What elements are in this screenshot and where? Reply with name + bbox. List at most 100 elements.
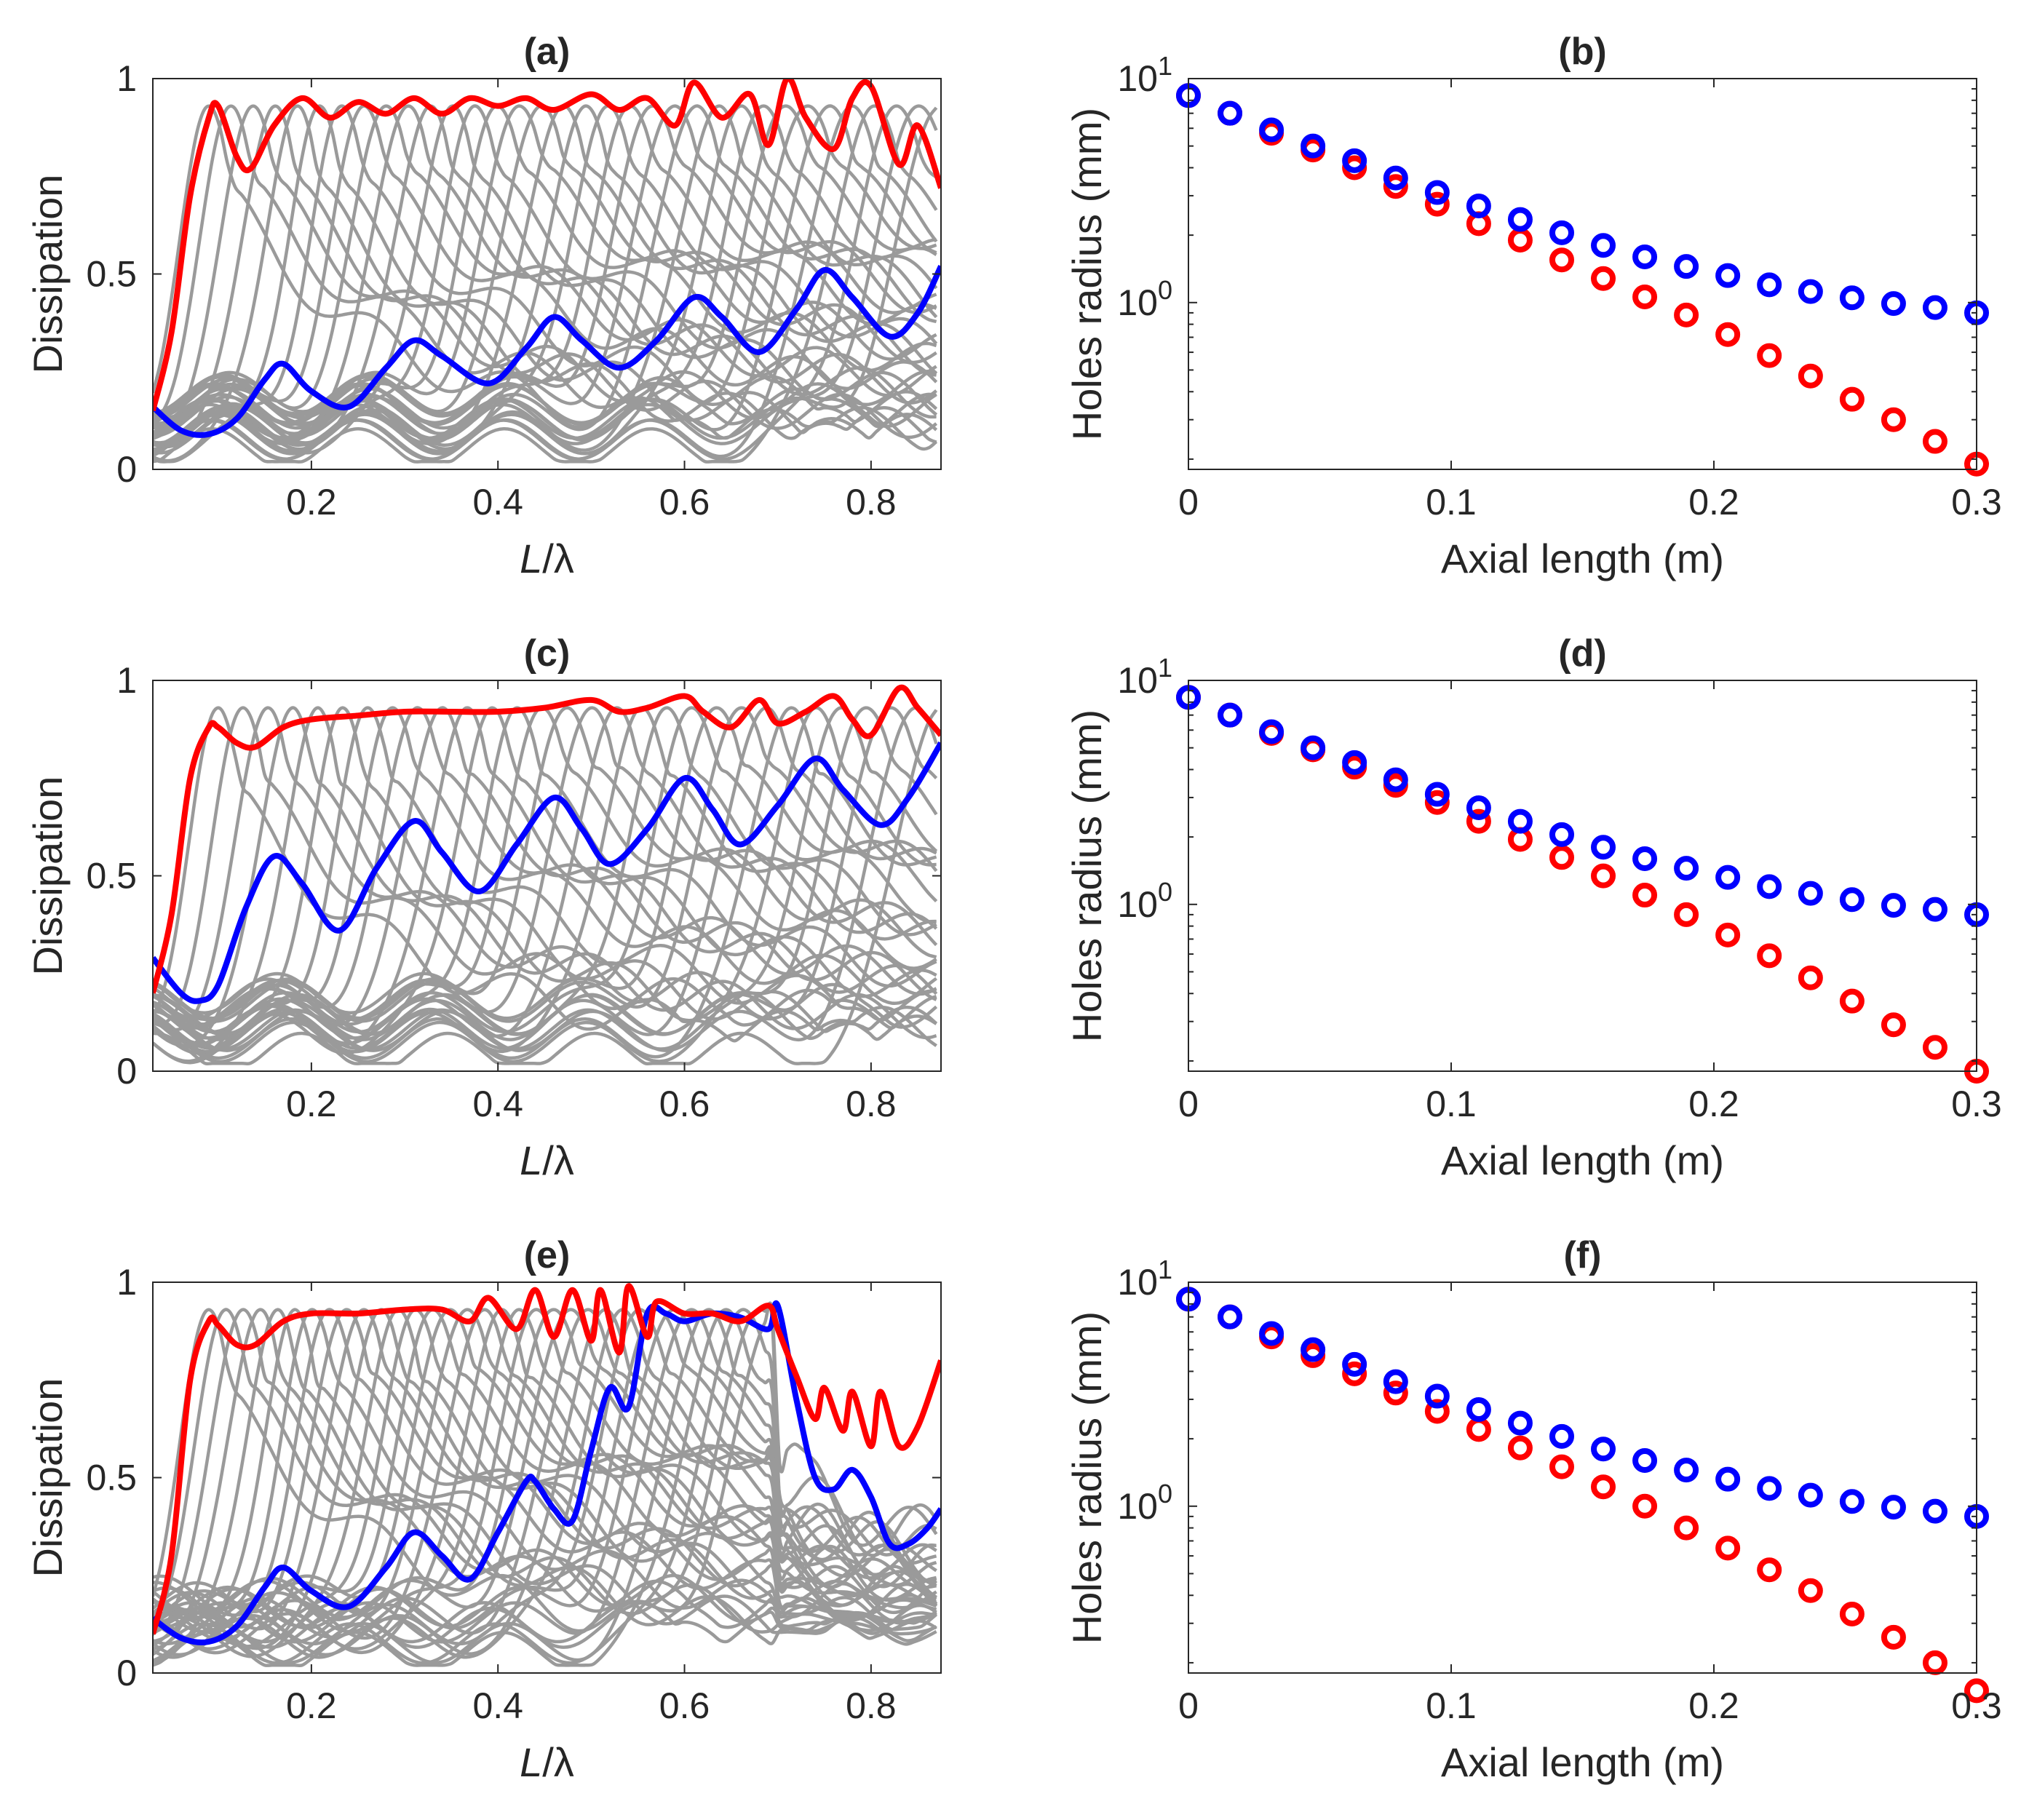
gray-curve [153, 1308, 937, 1668]
panel-e: 0.2 0.4 0.6 0.8 0 0.5 1 (e) L/λ Dissipation [25, 1234, 942, 1785]
x-axis-label: Axial length (m) [1441, 1137, 1724, 1183]
gray-curve [153, 104, 937, 425]
gray-curve [153, 706, 937, 1043]
x-tick-label: 0.8 [846, 1084, 897, 1124]
blue-point [1301, 133, 1326, 159]
y-axis-label: Dissipation [25, 175, 71, 374]
y-tick-exponent: 1 [1158, 653, 1172, 683]
red-point [1715, 322, 1741, 347]
gray-curve [153, 706, 938, 1052]
blue-point [1632, 1447, 1658, 1473]
y-tick-label: 101 [1117, 51, 1172, 99]
y-tick-exponent: 0 [1158, 877, 1172, 907]
red-point [1632, 284, 1658, 309]
x-axis-label-rest: /λ [542, 1739, 574, 1785]
blue-point [1507, 808, 1533, 834]
gray-curve [153, 706, 938, 1020]
x-tick-label: 0.2 [286, 482, 337, 522]
red-point [1466, 808, 1491, 834]
red-point [1715, 922, 1741, 947]
x-axis-label-italic: L [520, 1739, 542, 1785]
red-point [1757, 943, 1782, 969]
blue-point [1507, 207, 1533, 232]
blue-point [1798, 1482, 1823, 1508]
y-axis-label: Holes radius (mm) [1064, 1311, 1110, 1644]
red-point [1591, 1474, 1616, 1500]
blue-point [1922, 1498, 1947, 1524]
gray-curve [153, 706, 938, 1065]
red-point [1383, 174, 1408, 199]
blue-point [1632, 244, 1658, 269]
red-point [1632, 883, 1658, 908]
gray-curve [153, 706, 938, 1023]
gray-curves [153, 104, 938, 464]
y-axis-label: Dissipation [25, 776, 71, 976]
y-tick-label: 0 [116, 1653, 137, 1693]
blue-point [1674, 856, 1699, 881]
y-tick-base: 10 [1117, 884, 1158, 925]
red-point [1922, 1650, 1947, 1675]
gray-curve [153, 104, 938, 445]
x-tick-label: 0.4 [472, 1084, 523, 1124]
red-point [1591, 266, 1616, 291]
y-tick-label: 0.5 [86, 856, 137, 897]
blue-point [1424, 1383, 1450, 1409]
x-tick-label: 0.1 [1426, 1084, 1477, 1124]
gray-curve [153, 104, 938, 461]
red-point [1674, 302, 1699, 327]
y-tick-exponent: 0 [1158, 1479, 1172, 1509]
red-line [153, 1283, 941, 1635]
red-line [153, 684, 941, 994]
gray-curve [153, 104, 938, 456]
gray-curve [153, 1308, 937, 1630]
y-tick-label: 100 [1117, 877, 1172, 925]
axes-box [1188, 1281, 1977, 1674]
x-axis-label: L/λ [520, 1137, 574, 1183]
blue-point [1259, 1321, 1285, 1346]
gray-curve [153, 106, 938, 440]
blue-point [1507, 1410, 1533, 1436]
blue-point [1715, 865, 1741, 890]
gray-curve [153, 1308, 937, 1642]
blue-point [1259, 117, 1285, 143]
x-tick-label: 0 [1178, 1084, 1199, 1124]
blue-point [1424, 782, 1450, 807]
blue-point [1757, 874, 1782, 899]
y-tick-base: 10 [1117, 58, 1158, 99]
gray-curves [153, 706, 938, 1066]
gray-curve [153, 1308, 937, 1629]
gray-curve [153, 1301, 938, 1644]
x-tick-label: 0.6 [659, 1084, 710, 1124]
blue-point [1549, 1423, 1574, 1449]
blue-point [1674, 1458, 1699, 1483]
blue-line [153, 1300, 941, 1646]
x-tick-label: 0.6 [659, 1685, 710, 1726]
blue-point [1424, 180, 1450, 205]
x-tick-label: 0.3 [1951, 1685, 2002, 1726]
x-axis-label-italic: L [520, 1137, 542, 1183]
blue-line [153, 741, 941, 1004]
x-axis-label: L/λ [520, 1739, 574, 1785]
gray-curve [153, 1308, 937, 1639]
x-tick-label: 0 [1178, 482, 1199, 522]
gray-curve [153, 1308, 937, 1655]
gray-curve [153, 104, 938, 464]
y-axis-label: Dissipation [25, 1378, 71, 1578]
panel-title: (f) [1564, 1234, 1602, 1276]
blue-point [1549, 220, 1574, 245]
y-tick-label: 1 [116, 58, 137, 99]
blue-point [1839, 1489, 1865, 1514]
panel-c: 0.2 0.4 0.6 0.8 0 0.5 1 (c) L/λ Dissipation [25, 632, 942, 1183]
blue-point [1881, 1495, 1906, 1520]
blue-point [1881, 893, 1906, 918]
blue-point [1715, 263, 1741, 288]
red-point [1424, 191, 1450, 217]
red-point [1383, 1380, 1408, 1406]
red-point [1757, 1557, 1782, 1583]
gray-curve [153, 1308, 937, 1623]
blue-point [1632, 846, 1658, 871]
blue-point [1342, 148, 1367, 173]
blue-point [1591, 233, 1616, 258]
y-tick-base: 10 [1117, 1262, 1158, 1303]
